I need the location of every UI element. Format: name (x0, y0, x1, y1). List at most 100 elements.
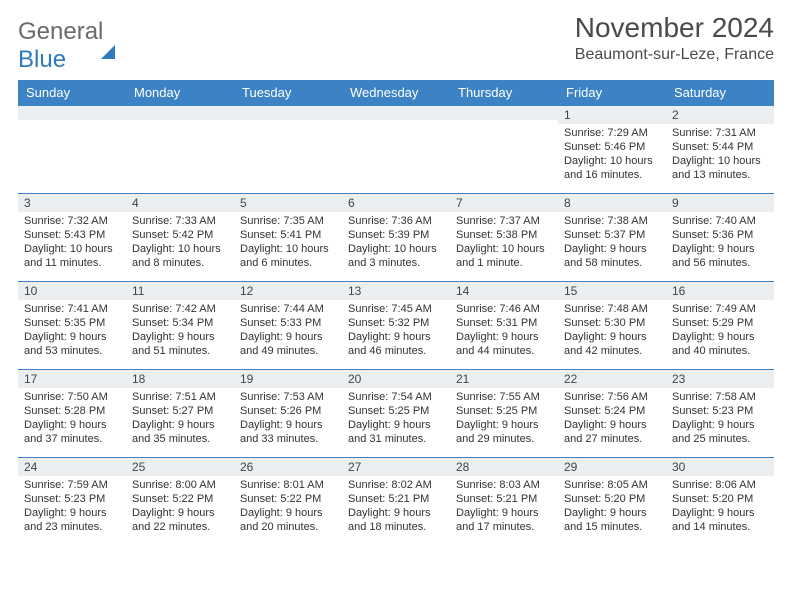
day-details: Sunrise: 7:50 AMSunset: 5:28 PMDaylight:… (18, 388, 126, 450)
weekday-header: Monday (126, 80, 234, 106)
day-number: 30 (666, 458, 774, 476)
day-details: Sunrise: 7:31 AMSunset: 5:44 PMDaylight:… (666, 124, 774, 186)
daylight-text: Daylight: 9 hours and 53 minutes. (24, 330, 120, 358)
day-number (450, 106, 558, 120)
day-number (126, 106, 234, 120)
sunset-text: Sunset: 5:25 PM (456, 404, 552, 418)
day-number: 29 (558, 458, 666, 476)
day-details: Sunrise: 7:36 AMSunset: 5:39 PMDaylight:… (342, 212, 450, 274)
calendar-day-cell: 14Sunrise: 7:46 AMSunset: 5:31 PMDayligh… (450, 282, 558, 370)
daylight-text: Daylight: 9 hours and 40 minutes. (672, 330, 768, 358)
sunset-text: Sunset: 5:31 PM (456, 316, 552, 330)
day-number: 25 (126, 458, 234, 476)
sunrise-text: Sunrise: 7:38 AM (564, 214, 660, 228)
sunrise-text: Sunrise: 8:00 AM (132, 478, 228, 492)
day-details: Sunrise: 7:38 AMSunset: 5:37 PMDaylight:… (558, 212, 666, 274)
daylight-text: Daylight: 9 hours and 15 minutes. (564, 506, 660, 534)
sunset-text: Sunset: 5:32 PM (348, 316, 444, 330)
day-details (234, 120, 342, 126)
calendar-day-cell: 4Sunrise: 7:33 AMSunset: 5:42 PMDaylight… (126, 194, 234, 282)
day-details: Sunrise: 7:54 AMSunset: 5:25 PMDaylight:… (342, 388, 450, 450)
day-number: 20 (342, 370, 450, 388)
sunrise-text: Sunrise: 8:02 AM (348, 478, 444, 492)
sunset-text: Sunset: 5:28 PM (24, 404, 120, 418)
calendar-day-cell: 21Sunrise: 7:55 AMSunset: 5:25 PMDayligh… (450, 370, 558, 458)
sunset-text: Sunset: 5:43 PM (24, 228, 120, 242)
day-details: Sunrise: 7:32 AMSunset: 5:43 PMDaylight:… (18, 212, 126, 274)
brand-blue: Blue (18, 46, 66, 73)
sunrise-text: Sunrise: 7:44 AM (240, 302, 336, 316)
sunset-text: Sunset: 5:23 PM (672, 404, 768, 418)
sunrise-text: Sunrise: 7:31 AM (672, 126, 768, 140)
sunrise-text: Sunrise: 8:03 AM (456, 478, 552, 492)
calendar-week-row: 10Sunrise: 7:41 AMSunset: 5:35 PMDayligh… (18, 282, 774, 370)
calendar-day-cell: 8Sunrise: 7:38 AMSunset: 5:37 PMDaylight… (558, 194, 666, 282)
daylight-text: Daylight: 10 hours and 3 minutes. (348, 242, 444, 270)
sunset-text: Sunset: 5:22 PM (240, 492, 336, 506)
sunrise-text: Sunrise: 8:06 AM (672, 478, 768, 492)
sunset-text: Sunset: 5:33 PM (240, 316, 336, 330)
sunrise-text: Sunrise: 7:50 AM (24, 390, 120, 404)
sunset-text: Sunset: 5:25 PM (348, 404, 444, 418)
calendar-week-row: 24Sunrise: 7:59 AMSunset: 5:23 PMDayligh… (18, 458, 774, 546)
daylight-text: Daylight: 9 hours and 46 minutes. (348, 330, 444, 358)
day-number: 13 (342, 282, 450, 300)
sunset-text: Sunset: 5:26 PM (240, 404, 336, 418)
day-number: 16 (666, 282, 774, 300)
logo-triangle-icon (101, 18, 115, 59)
day-details: Sunrise: 8:03 AMSunset: 5:21 PMDaylight:… (450, 476, 558, 538)
day-number: 6 (342, 194, 450, 212)
day-details (342, 120, 450, 126)
calendar-day-cell: 12Sunrise: 7:44 AMSunset: 5:33 PMDayligh… (234, 282, 342, 370)
daylight-text: Daylight: 10 hours and 11 minutes. (24, 242, 120, 270)
sunset-text: Sunset: 5:29 PM (672, 316, 768, 330)
calendar-table: Sunday Monday Tuesday Wednesday Thursday… (18, 80, 774, 546)
daylight-text: Daylight: 9 hours and 27 minutes. (564, 418, 660, 446)
sunset-text: Sunset: 5:46 PM (564, 140, 660, 154)
daylight-text: Daylight: 9 hours and 18 minutes. (348, 506, 444, 534)
day-details: Sunrise: 7:29 AMSunset: 5:46 PMDaylight:… (558, 124, 666, 186)
sunset-text: Sunset: 5:36 PM (672, 228, 768, 242)
day-details: Sunrise: 7:48 AMSunset: 5:30 PMDaylight:… (558, 300, 666, 362)
sunset-text: Sunset: 5:21 PM (456, 492, 552, 506)
calendar-day-cell: 25Sunrise: 8:00 AMSunset: 5:22 PMDayligh… (126, 458, 234, 546)
sunrise-text: Sunrise: 7:58 AM (672, 390, 768, 404)
day-details: Sunrise: 7:49 AMSunset: 5:29 PMDaylight:… (666, 300, 774, 362)
daylight-text: Daylight: 9 hours and 29 minutes. (456, 418, 552, 446)
sunset-text: Sunset: 5:34 PM (132, 316, 228, 330)
sunset-text: Sunset: 5:44 PM (672, 140, 768, 154)
day-number: 10 (18, 282, 126, 300)
sunset-text: Sunset: 5:20 PM (564, 492, 660, 506)
day-number: 15 (558, 282, 666, 300)
daylight-text: Daylight: 9 hours and 31 minutes. (348, 418, 444, 446)
sunrise-text: Sunrise: 7:36 AM (348, 214, 444, 228)
day-details: Sunrise: 8:00 AMSunset: 5:22 PMDaylight:… (126, 476, 234, 538)
calendar-day-cell: 9Sunrise: 7:40 AMSunset: 5:36 PMDaylight… (666, 194, 774, 282)
calendar-day-cell: 22Sunrise: 7:56 AMSunset: 5:24 PMDayligh… (558, 370, 666, 458)
sunrise-text: Sunrise: 7:35 AM (240, 214, 336, 228)
weekday-header: Wednesday (342, 80, 450, 106)
day-number: 27 (342, 458, 450, 476)
calendar-day-cell (342, 106, 450, 194)
daylight-text: Daylight: 10 hours and 1 minute. (456, 242, 552, 270)
day-number: 3 (18, 194, 126, 212)
day-details: Sunrise: 7:33 AMSunset: 5:42 PMDaylight:… (126, 212, 234, 274)
day-details: Sunrise: 7:45 AMSunset: 5:32 PMDaylight:… (342, 300, 450, 362)
day-number: 26 (234, 458, 342, 476)
day-details: Sunrise: 8:02 AMSunset: 5:21 PMDaylight:… (342, 476, 450, 538)
daylight-text: Daylight: 9 hours and 20 minutes. (240, 506, 336, 534)
calendar-day-cell: 10Sunrise: 7:41 AMSunset: 5:35 PMDayligh… (18, 282, 126, 370)
day-number: 21 (450, 370, 558, 388)
brand-logo: General Blue (18, 12, 115, 74)
day-number: 1 (558, 106, 666, 124)
day-number: 28 (450, 458, 558, 476)
calendar-day-cell: 6Sunrise: 7:36 AMSunset: 5:39 PMDaylight… (342, 194, 450, 282)
sunset-text: Sunset: 5:38 PM (456, 228, 552, 242)
weekday-header: Sunday (18, 80, 126, 106)
calendar-day-cell: 3Sunrise: 7:32 AMSunset: 5:43 PMDaylight… (18, 194, 126, 282)
day-number: 22 (558, 370, 666, 388)
calendar-day-cell: 26Sunrise: 8:01 AMSunset: 5:22 PMDayligh… (234, 458, 342, 546)
calendar-week-row: 1Sunrise: 7:29 AMSunset: 5:46 PMDaylight… (18, 106, 774, 194)
calendar-day-cell: 28Sunrise: 8:03 AMSunset: 5:21 PMDayligh… (450, 458, 558, 546)
day-details (450, 120, 558, 126)
